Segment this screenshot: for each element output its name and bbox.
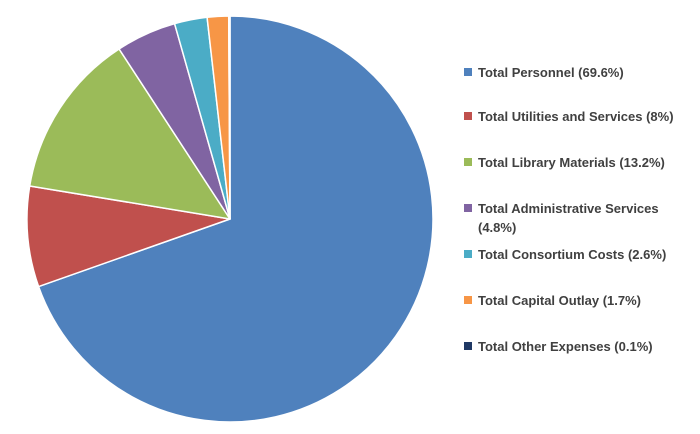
legend-label: Total Other Expenses (0.1%)	[478, 339, 653, 354]
legend-swatch	[464, 342, 472, 350]
legend-swatch	[464, 250, 472, 258]
legend-label: Total Utilities and Services (8%)	[478, 109, 674, 124]
legend-label: Total Consortium Costs (2.6%)	[478, 247, 667, 262]
legend-item-2: Total Utilities and Services (8%)	[464, 107, 698, 126]
legend-swatch	[464, 158, 472, 166]
legend-item-4: Total Administrative Services (4.8%)	[464, 199, 698, 237]
legend-swatch	[464, 112, 472, 120]
legend-label: Total Administrative Services (4.8%)	[478, 201, 659, 235]
chart-legend: Total Personnel (69.6%) Total Utilities a…	[464, 0, 698, 434]
pie-slice-1	[37, 15, 434, 423]
legend-item-6: Total Capital Outlay (1.7%)	[464, 291, 698, 310]
pie-slice-7	[227, 15, 231, 220]
pie-plot-area	[26, 15, 434, 423]
legend-item-3: Total Library Materials (13.2%)	[464, 153, 698, 172]
legend-label: Total Personnel (69.6%)	[478, 65, 624, 80]
legend-label: Total Library Materials (13.2%)	[478, 155, 665, 170]
legend-label: Total Capital Outlay (1.7%)	[478, 293, 642, 308]
pie-slice-3	[28, 48, 231, 220]
legend-item-5: Total Consortium Costs (2.6%)	[464, 245, 698, 264]
legend-swatch	[464, 204, 472, 212]
legend-swatch	[464, 68, 472, 76]
legend-item-7: Total Other Expenses (0.1%)	[464, 337, 698, 356]
legend-item-1: Total Personnel (69.6%)	[464, 63, 698, 82]
legend-swatch	[464, 296, 472, 304]
